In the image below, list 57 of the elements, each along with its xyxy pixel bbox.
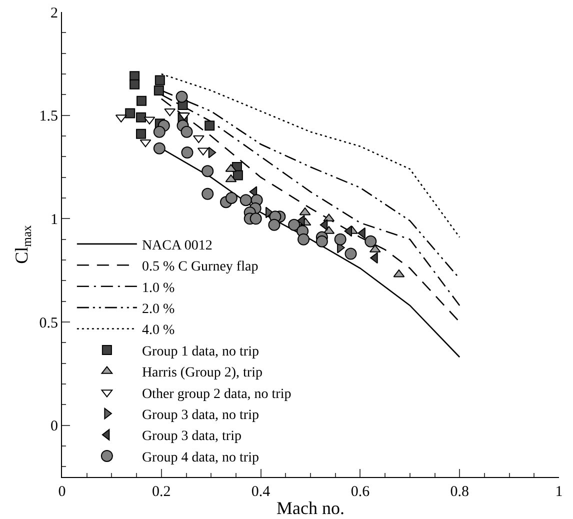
y-tick-label: 1 — [50, 212, 58, 228]
point — [364, 235, 377, 248]
legend-label: Other group 2 data, no trip — [142, 386, 292, 402]
y-tick-label: 1.5 — [39, 108, 58, 125]
point — [180, 126, 193, 138]
point — [136, 128, 146, 139]
point — [202, 165, 214, 178]
x-axis-title: Mach no. — [276, 498, 344, 518]
point — [316, 235, 328, 248]
point — [154, 86, 164, 96]
point — [208, 146, 216, 158]
point — [153, 142, 166, 154]
x-tick-label: 0.2 — [152, 484, 171, 500]
point — [140, 139, 152, 148]
x-tick-label: 1 — [555, 484, 563, 500]
point — [344, 225, 352, 237]
point — [176, 90, 188, 103]
point — [192, 135, 204, 144]
point — [240, 194, 252, 206]
point — [298, 233, 310, 246]
point — [268, 218, 280, 231]
point — [164, 108, 176, 116]
point — [393, 269, 405, 278]
point — [154, 75, 165, 86]
point — [125, 108, 136, 118]
point — [344, 248, 357, 260]
legend-label: 4.0 % — [142, 323, 175, 338]
point — [225, 192, 238, 204]
point — [232, 170, 243, 180]
point — [288, 218, 300, 231]
legend-label: Group 3 data, no trip — [142, 408, 259, 424]
x-tick-label: 0.4 — [251, 484, 271, 500]
point — [181, 146, 194, 159]
y-tick-label: 0.5 — [39, 315, 58, 332]
legend-label: 0.5 % C Gurney flap — [142, 260, 258, 275]
y-tick-label: 2 — [50, 5, 58, 22]
point — [204, 120, 215, 131]
point — [130, 79, 140, 90]
point — [334, 233, 346, 246]
point — [153, 126, 166, 138]
point — [225, 174, 237, 182]
point — [136, 96, 147, 106]
point — [299, 207, 311, 216]
legend-label: 2.0 % — [142, 302, 175, 318]
legend-label: Group 3 data, trip — [142, 429, 242, 444]
point — [202, 188, 214, 200]
x-tick-label: 0.6 — [350, 484, 370, 500]
legend-label: NACA 0012 — [142, 238, 212, 254]
legend-label: Group 1 data, no trip — [142, 344, 259, 360]
point — [250, 212, 262, 225]
legend-label: Group 4 data, no trip — [142, 450, 259, 466]
legend-label: 1.0 % — [142, 280, 175, 296]
y-tick-label: 0 — [50, 418, 58, 435]
point — [136, 112, 146, 122]
x-tick-label: 0.8 — [450, 484, 469, 500]
point — [320, 219, 328, 231]
legend-label: Harris (Group 2), trip — [142, 366, 262, 381]
